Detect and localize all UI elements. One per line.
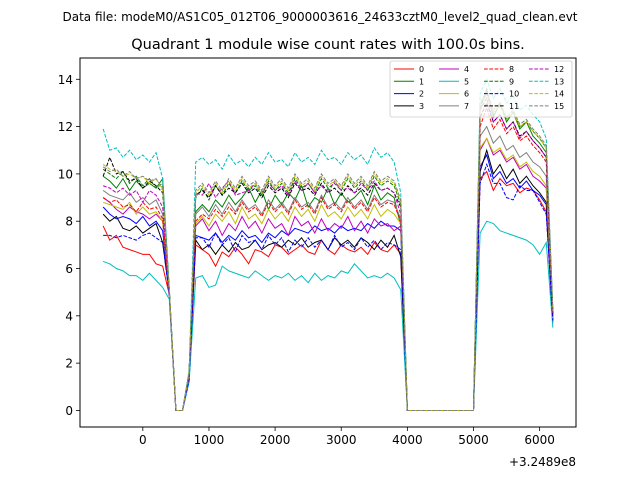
x-offset-label: +3.2489e8 — [509, 455, 576, 469]
x-tick-label: 3000 — [326, 433, 357, 447]
x-tick-label: 0 — [139, 433, 147, 447]
y-tick-label: 2 — [65, 357, 73, 371]
y-tick-label: 14 — [58, 73, 73, 87]
y-tick-label: 4 — [65, 309, 73, 323]
series-line-10 — [103, 162, 554, 411]
legend-label-9: 9 — [509, 77, 514, 86]
legend-label-0: 0 — [419, 65, 424, 74]
chart-title: Quadrant 1 module wise count rates with … — [131, 37, 525, 53]
plot-frame — [79, 57, 577, 428]
series-line-11 — [102, 101, 554, 411]
series-layer — [102, 77, 554, 411]
series-line-14 — [102, 92, 554, 411]
series-line-15 — [102, 89, 554, 411]
series-line-4 — [102, 137, 554, 411]
y-tick-label: 0 — [65, 404, 73, 418]
legend-label-12: 12 — [554, 65, 564, 74]
legend-label-8: 8 — [509, 65, 514, 74]
legend-label-14: 14 — [554, 90, 564, 99]
legend-label-11: 11 — [509, 102, 519, 111]
legend-label-10: 10 — [509, 90, 519, 99]
legend-label-7: 7 — [464, 102, 469, 111]
x-tick-label: 4000 — [392, 433, 423, 447]
legend-label-5: 5 — [464, 77, 469, 86]
y-tick-label: 12 — [58, 120, 73, 134]
legend-label-4: 4 — [464, 65, 469, 74]
legend-label-6: 6 — [464, 90, 469, 99]
y-tick-label: 6 — [65, 262, 73, 276]
x-tick-label: 1000 — [194, 433, 225, 447]
legend-label-1: 1 — [419, 77, 424, 86]
x-tick-label: 2000 — [260, 433, 291, 447]
chart-suptitle: Data file: modeM0/AS1C05_012T06_90000036… — [62, 10, 577, 24]
legend-label-2: 2 — [419, 90, 424, 99]
legend-box — [389, 60, 573, 118]
y-axis: 0 2 4 6 8 10 12 14 — [58, 73, 80, 418]
y-tick-label: 10 — [58, 167, 73, 181]
legend-label-3: 3 — [419, 102, 424, 111]
series-line-6 — [102, 137, 554, 411]
legend-label-13: 13 — [554, 77, 564, 86]
x-axis: 0 1000 2000 3000 4000 5000 6000 — [139, 427, 555, 447]
x-tick-label: 6000 — [524, 433, 555, 447]
series-line-12 — [102, 96, 554, 411]
x-tick-label: 5000 — [458, 433, 489, 447]
y-tick-label: 8 — [65, 215, 73, 229]
legend-label-15: 15 — [554, 102, 564, 111]
series-line-2 — [102, 153, 554, 411]
